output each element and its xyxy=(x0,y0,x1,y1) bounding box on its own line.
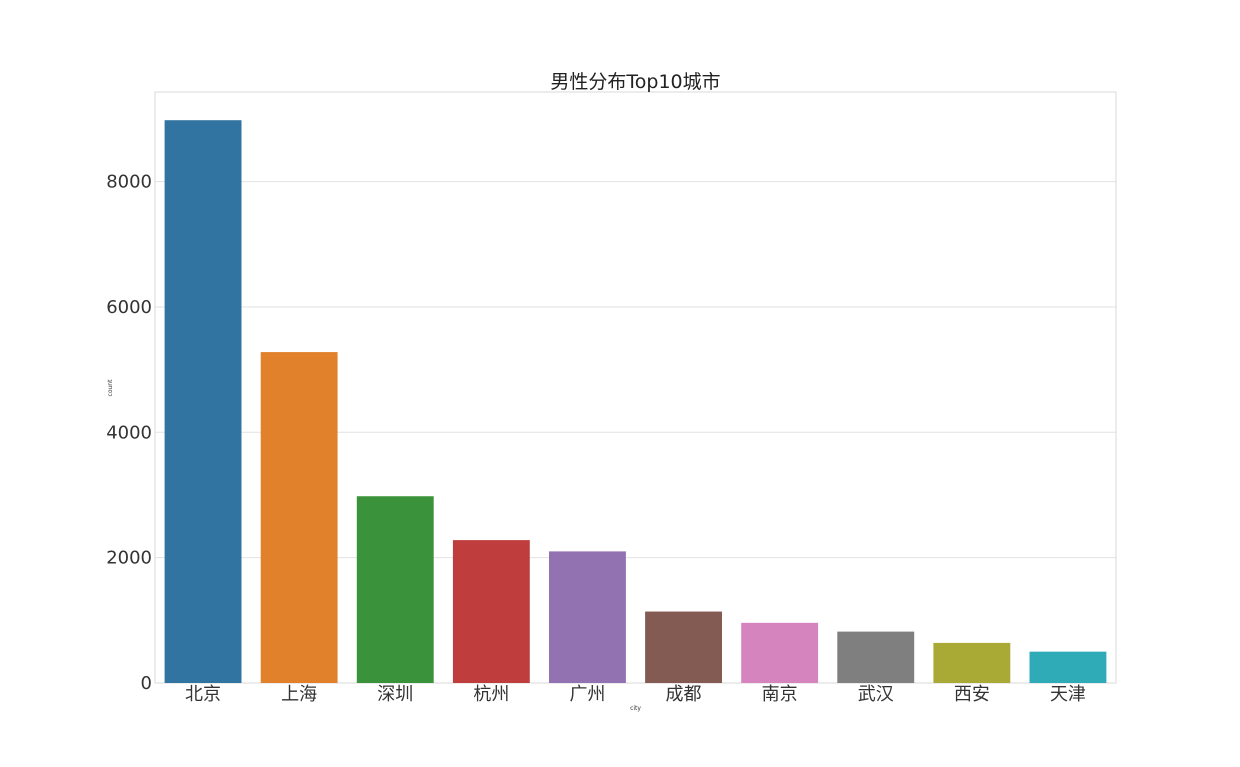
bar-1 xyxy=(260,352,338,683)
bar-2 xyxy=(356,496,434,683)
x-tick-label: 深圳 xyxy=(377,684,413,705)
x-axis-label: city xyxy=(630,705,641,712)
x-tick-label: 广州 xyxy=(569,684,605,705)
y-tick-label: 6000 xyxy=(106,297,152,318)
x-tick-label: 北京 xyxy=(185,684,221,705)
chart-title: 男性分布Top10城市 xyxy=(550,71,720,93)
x-axis-ticks: 北京 上海 深圳 杭州 广州 成都 南京 武汉 西安 天津 xyxy=(185,684,1086,705)
x-tick-label: 天津 xyxy=(1050,684,1086,705)
y-tick-label: 4000 xyxy=(106,422,152,443)
bar-7 xyxy=(837,631,915,683)
y-axis-ticks: 0 2000 4000 6000 8000 xyxy=(106,172,152,694)
bar-5 xyxy=(645,611,722,683)
bar-4 xyxy=(549,551,626,683)
y-axis-label: count xyxy=(107,379,114,397)
x-tick-label: 上海 xyxy=(281,684,317,705)
x-tick-label: 武汉 xyxy=(858,684,894,705)
y-tick-label: 8000 xyxy=(106,172,152,193)
y-tick-label: 2000 xyxy=(106,548,152,569)
x-tick-label: 成都 xyxy=(666,684,702,705)
x-tick-label: 西安 xyxy=(954,684,990,705)
x-tick-label: 杭州 xyxy=(473,684,509,705)
bar-0 xyxy=(164,120,242,684)
bar-9 xyxy=(1029,651,1107,683)
bar-3 xyxy=(452,540,530,683)
bar-6 xyxy=(741,622,819,683)
bar-8 xyxy=(933,642,1011,683)
y-tick-label: 0 xyxy=(141,673,152,694)
x-tick-label: 南京 xyxy=(762,684,798,705)
bars-group xyxy=(164,120,1107,684)
plot-frame xyxy=(154,91,1117,684)
